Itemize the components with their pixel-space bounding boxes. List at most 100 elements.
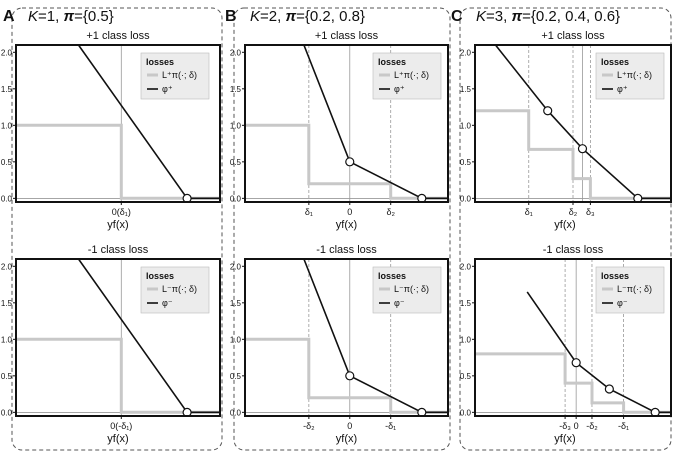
y-tick-label: 0.5 [460,158,472,167]
plot-frame [244,44,449,203]
y-tick-label: 1.0 [460,335,472,344]
x-axis-title: yf(x) [336,433,357,445]
data-marker [182,407,192,416]
legend-item-label: φ⁺ [162,84,173,94]
legend-item-label: φ⁺ [394,84,405,94]
y-tick-label: 1.5 [230,299,242,308]
y-tick-label: 0.0 [1,408,13,417]
subplot-positive: +1 class loss 0.0 0.5 1.0 1.5 2.0 δ₁ 0 δ₂ yf(x) lo… [230,30,449,231]
x-tick-label: δ₂ [569,207,578,217]
plot-frame [244,258,449,417]
plot-area [245,45,448,202]
y-tick-label: 2.0 [230,262,242,271]
series-surrogate-loss [303,259,448,414]
data-marker [543,106,553,116]
data-marker [650,407,660,416]
y-tick-label: 0.5 [230,372,242,381]
panel-frame [233,7,451,451]
subplot-label: -1 class loss [88,244,149,256]
panel-title: K=1, π={0.5} [28,8,114,25]
plot-area [16,45,220,202]
y-tick-label: 0.0 [230,194,242,203]
y-tick-label: 1.5 [460,85,472,94]
y-tick-label: 1.0 [230,335,242,344]
panel-a: A K=1, π={0.5} +1 class loss 0.0 0.5 1.0 1.5 2.… [1,7,223,451]
x-tick-label: -δ₁ [618,421,629,431]
subplot-negative: -1 class loss 0.0 0.5 1.0 1.5 2.0 0(-δ₁) yf(x) l… [1,244,221,445]
series-step-loss [245,337,448,414]
series-step-loss [475,352,671,414]
subplot-positive: +1 class loss 0.0 0.5 1.0 1.5 2.0 0(δ₁) yf(x) lo… [1,30,221,231]
y-tick-label: 1.5 [460,299,472,308]
x-axis-title: yf(x) [107,219,128,231]
x-tick-label: 0(-δ₁) [110,421,132,431]
legend-item-label: L⁻π(·; δ) [394,284,429,294]
plot-area [245,259,448,416]
y-tick-label: 2.0 [460,262,472,271]
x-tick-label: δ₂ [386,207,395,217]
data-marker [571,358,581,368]
y-tick-label: 1.5 [230,85,242,94]
panel-frame [11,7,223,451]
legend-item-label: φ⁻ [162,298,173,308]
y-tick-label: 2.0 [1,48,13,57]
y-tick-label: 1.0 [230,121,242,130]
legend-title: losses [601,271,629,281]
y-tick-label: 2.0 [1,262,13,271]
y-tick-label: 1.0 [460,121,472,130]
panel-letter: A [3,8,15,25]
legend: losses L⁻π(·; δ) φ⁻ [140,266,210,314]
x-axis-title: yf(x) [554,433,575,445]
subplot-label: +1 class loss [86,30,150,42]
x-tick-label: 0 [574,421,579,431]
x-axis-title: yf(x) [107,433,128,445]
subplot-negative: -1 class loss 0.0 0.5 1.0 1.5 2.0 -δ₂ 0 -δ₁ yf(x)… [230,244,449,445]
plot-area [475,45,671,202]
legend-title: losses [146,271,174,281]
panel-title: K=2, π={0.2, 0.8} [250,8,365,25]
x-tick-label: 0(δ₁) [112,207,131,217]
panel-letter: B [225,8,237,25]
panel-c: C K=3, π={0.2, 0.4, 0.6} +1 class loss 0.0 0… [451,7,672,451]
y-tick-label: 1.5 [1,299,13,308]
x-tick-label: δ₃ [586,207,595,217]
legend-item-label: φ⁻ [394,298,405,308]
legend-item-label: L⁻π(·; δ) [617,284,652,294]
y-tick-label: 0.0 [460,194,472,203]
x-tick-label: δ₁ [525,207,533,217]
subplot-negative: -1 class loss 0.0 0.5 1.0 1.5 2.0 -δ₃ 0 -δ₂ -δ₁ yf… [460,244,672,445]
x-axis-title: yf(x) [554,219,575,231]
plot-area [475,259,671,416]
x-tick-label: 0 [347,421,352,431]
y-tick-label: 2.0 [230,48,242,57]
x-tick-label: -δ₂ [303,421,315,431]
data-marker [604,384,614,394]
y-tick-label: 0.5 [460,372,472,381]
y-tick-label: 0.5 [1,158,13,167]
panel-letter: C [451,8,463,25]
legend: losses L⁺π(·; δ) φ⁺ [372,52,442,100]
legend-title: losses [378,57,406,67]
panel-title: K=3, π={0.2, 0.4, 0.6} [476,8,620,25]
y-tick-label: 0.0 [1,194,13,203]
y-tick-label: 0.5 [230,158,242,167]
data-marker [577,144,588,154]
data-marker [345,371,355,381]
series-step-loss [16,123,220,200]
x-tick-label: -δ₁ [385,421,396,431]
legend-item-label: L⁺π(·; δ) [162,70,197,80]
legend: losses L⁺π(·; δ) φ⁺ [595,52,665,100]
data-marker [417,193,427,202]
legend: losses L⁻π(·; δ) φ⁻ [595,266,665,314]
x-axis-title: yf(x) [336,219,357,231]
legend-item-label: φ⁺ [617,84,628,94]
data-marker [182,193,192,202]
y-tick-label: 0.0 [460,408,472,417]
legend-title: losses [146,57,174,67]
series-step-loss [16,337,220,414]
legend: losses L⁻π(·; δ) φ⁻ [372,266,442,314]
y-tick-label: 0.0 [230,408,242,417]
data-marker [417,407,427,416]
y-tick-label: 1.0 [1,335,13,344]
